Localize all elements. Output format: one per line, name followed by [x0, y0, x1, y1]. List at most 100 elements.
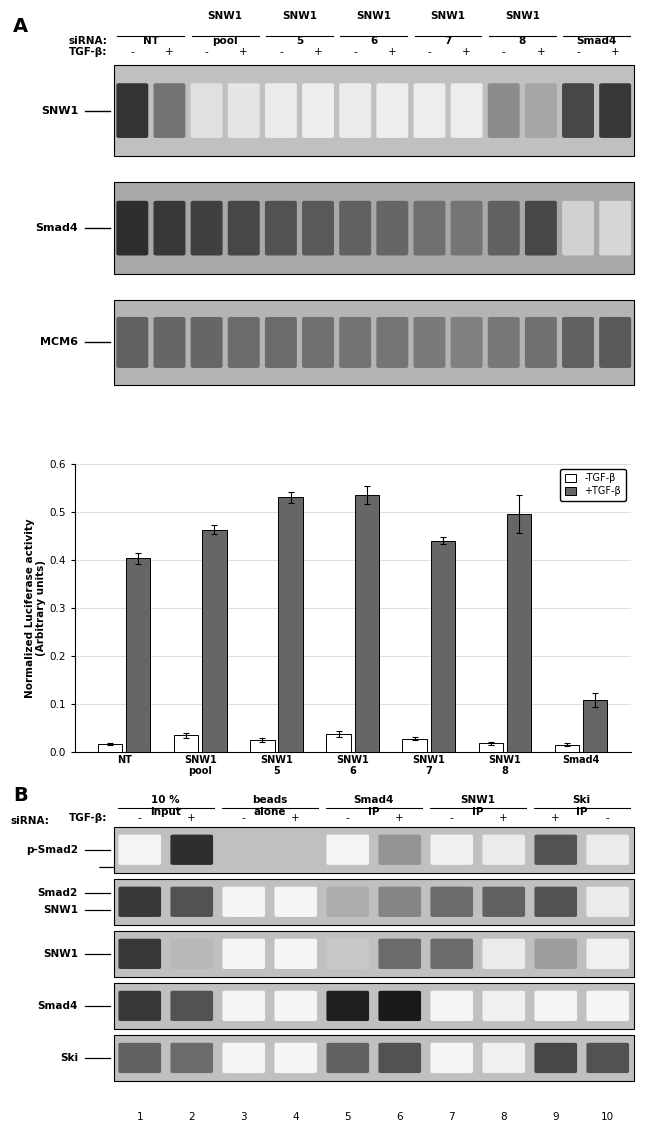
FancyBboxPatch shape: [302, 201, 334, 256]
FancyBboxPatch shape: [190, 201, 222, 256]
FancyBboxPatch shape: [170, 939, 213, 969]
Text: 10 %
input: 10 % input: [150, 795, 181, 817]
Text: 3: 3: [240, 1112, 247, 1122]
Text: -: -: [242, 813, 246, 822]
Text: +: +: [187, 813, 196, 822]
Bar: [554, 745, 579, 752]
FancyBboxPatch shape: [482, 939, 525, 969]
Legend: -TGF-β, +TGF-β: -TGF-β, +TGF-β: [560, 468, 626, 501]
Text: CAGA: CAGA: [283, 862, 319, 874]
Text: NT: NT: [143, 36, 159, 46]
FancyBboxPatch shape: [599, 84, 631, 138]
Text: +: +: [551, 813, 560, 822]
FancyBboxPatch shape: [534, 1043, 577, 1073]
Text: +: +: [462, 46, 471, 57]
FancyBboxPatch shape: [413, 84, 445, 138]
FancyBboxPatch shape: [227, 84, 260, 138]
Text: +: +: [388, 46, 396, 57]
FancyBboxPatch shape: [450, 317, 482, 368]
FancyBboxPatch shape: [170, 835, 213, 865]
Text: +: +: [314, 46, 322, 57]
Bar: [174, 735, 198, 752]
FancyBboxPatch shape: [376, 84, 408, 138]
FancyBboxPatch shape: [227, 317, 260, 368]
FancyBboxPatch shape: [302, 84, 334, 138]
FancyBboxPatch shape: [525, 201, 557, 256]
FancyBboxPatch shape: [430, 939, 473, 969]
FancyBboxPatch shape: [118, 887, 161, 917]
FancyBboxPatch shape: [599, 201, 631, 256]
FancyBboxPatch shape: [525, 84, 557, 138]
FancyBboxPatch shape: [153, 84, 185, 138]
Text: SNW1: SNW1: [208, 11, 242, 21]
Bar: [114, 983, 634, 1029]
FancyBboxPatch shape: [378, 887, 421, 917]
Text: Smad2: Smad2: [38, 889, 78, 898]
FancyBboxPatch shape: [534, 939, 577, 969]
FancyBboxPatch shape: [326, 1043, 369, 1073]
Text: 6: 6: [396, 1112, 403, 1122]
FancyBboxPatch shape: [562, 84, 594, 138]
FancyBboxPatch shape: [525, 317, 557, 368]
FancyBboxPatch shape: [222, 1043, 265, 1073]
Text: 12: 12: [320, 851, 332, 860]
Text: Smad4: Smad4: [35, 223, 78, 233]
FancyBboxPatch shape: [562, 317, 594, 368]
FancyBboxPatch shape: [488, 84, 520, 138]
Text: 5: 5: [296, 36, 303, 46]
Text: siRNA:: siRNA:: [11, 815, 49, 826]
FancyBboxPatch shape: [488, 317, 520, 368]
Text: -Luciferase: -Luciferase: [350, 862, 424, 874]
FancyBboxPatch shape: [599, 317, 631, 368]
Text: SNW1: SNW1: [43, 949, 78, 959]
FancyBboxPatch shape: [265, 317, 297, 368]
FancyBboxPatch shape: [265, 201, 297, 256]
FancyBboxPatch shape: [450, 201, 482, 256]
Text: -: -: [502, 46, 506, 57]
Text: +: +: [239, 46, 248, 57]
FancyBboxPatch shape: [488, 201, 520, 256]
Bar: [114, 1035, 634, 1081]
FancyBboxPatch shape: [170, 887, 213, 917]
Text: Smad4: Smad4: [38, 1001, 78, 1011]
Text: 2: 2: [188, 1112, 195, 1122]
Bar: [478, 743, 503, 752]
Text: 5: 5: [344, 1112, 351, 1122]
FancyBboxPatch shape: [586, 887, 629, 917]
Text: Smad4
IP: Smad4 IP: [354, 795, 394, 817]
Bar: [114, 879, 634, 925]
FancyBboxPatch shape: [482, 887, 525, 917]
FancyBboxPatch shape: [534, 835, 577, 865]
Bar: [583, 700, 607, 752]
FancyBboxPatch shape: [153, 317, 185, 368]
FancyBboxPatch shape: [534, 887, 577, 917]
Bar: [114, 64, 634, 156]
FancyBboxPatch shape: [118, 991, 161, 1021]
FancyBboxPatch shape: [482, 991, 525, 1021]
FancyBboxPatch shape: [482, 1043, 525, 1073]
FancyBboxPatch shape: [326, 991, 369, 1021]
Bar: [250, 740, 274, 752]
Bar: [126, 559, 151, 752]
FancyBboxPatch shape: [116, 317, 148, 368]
Bar: [507, 515, 531, 752]
FancyBboxPatch shape: [339, 317, 371, 368]
Text: -: -: [138, 813, 142, 822]
FancyBboxPatch shape: [339, 201, 371, 256]
Text: 4: 4: [292, 1112, 299, 1122]
Bar: [114, 300, 634, 385]
FancyBboxPatch shape: [326, 887, 369, 917]
Text: SNW1
IP: SNW1 IP: [460, 795, 495, 817]
Text: SNW1: SNW1: [41, 105, 78, 115]
Text: siRNA:: siRNA:: [68, 36, 107, 46]
Text: 10: 10: [601, 1112, 614, 1122]
Text: +: +: [499, 813, 508, 822]
Text: SNW1: SNW1: [430, 11, 465, 21]
Text: +: +: [291, 813, 300, 822]
Bar: [114, 182, 634, 274]
FancyBboxPatch shape: [116, 84, 148, 138]
FancyBboxPatch shape: [118, 835, 161, 865]
FancyBboxPatch shape: [274, 991, 317, 1021]
Text: MCM6: MCM6: [40, 337, 78, 347]
FancyBboxPatch shape: [378, 991, 421, 1021]
